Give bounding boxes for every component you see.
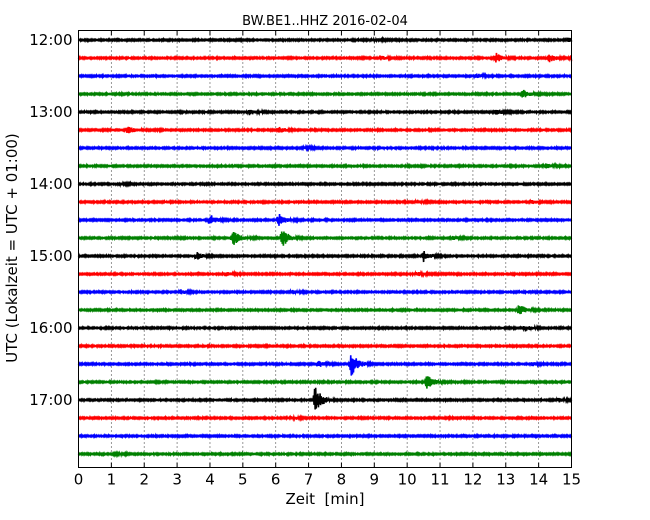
x-tick-label-8: 8 [337, 471, 347, 489]
y-tick-label-1: 13:00 [29, 103, 72, 121]
plot-frame [78, 30, 572, 468]
trace-2 [77, 71, 573, 80]
x-tick-label-12: 12 [463, 471, 482, 489]
trace-17 [77, 342, 573, 350]
x-tick-label-14: 14 [529, 471, 548, 489]
trace-0 [77, 35, 573, 44]
trace-5 [77, 126, 573, 134]
x-tick-label-4: 4 [205, 471, 215, 489]
y-tick-label-5: 17:00 [29, 391, 72, 409]
trace-15 [77, 305, 573, 315]
trace-3 [77, 89, 573, 98]
trace-1 [77, 52, 573, 63]
trace-16 [77, 323, 573, 333]
x-tick-label-6: 6 [271, 471, 281, 489]
x-tick-label-7: 7 [304, 471, 314, 489]
x-tick-label-11: 11 [430, 471, 449, 489]
trace-6 [77, 143, 573, 153]
trace-18 [77, 355, 573, 376]
grid-lines [110, 30, 540, 468]
x-tick-label-13: 13 [496, 471, 515, 489]
y-tick-label-2: 14:00 [29, 175, 72, 193]
x-tick-label-1: 1 [107, 471, 117, 489]
trace-8 [77, 180, 573, 188]
y-tick-label-3: 15:00 [29, 247, 72, 265]
trace-22 [77, 432, 573, 440]
trace-11 [77, 231, 573, 246]
trace-13 [77, 269, 573, 279]
x-tick-label-10: 10 [398, 471, 417, 489]
x-axis-label: Zeit [min] [285, 490, 364, 508]
x-tick-label-5: 5 [238, 471, 248, 489]
x-tick-label-2: 2 [139, 471, 149, 489]
trace-20 [77, 387, 573, 410]
x-tick-label-3: 3 [172, 471, 182, 489]
trace-14 [77, 287, 573, 296]
traces [77, 35, 573, 459]
y-axis-label: UTC (Lokalzeit = UTC + 01:00) [3, 133, 21, 363]
trace-19 [77, 376, 573, 389]
trace-23 [77, 450, 573, 459]
chart-title: BW.BE1..HHZ 2016-02-04 [242, 14, 408, 29]
x-tick-label-15: 15 [562, 471, 581, 489]
x-tick-label-9: 9 [370, 471, 380, 489]
x-tick-label-0: 0 [74, 471, 84, 489]
trace-12 [77, 251, 573, 263]
y-tick-label-4: 16:00 [29, 319, 72, 337]
trace-9 [77, 197, 573, 206]
trace-4 [77, 108, 573, 117]
trace-7 [77, 161, 573, 170]
trace-21 [77, 413, 573, 423]
axis-ticks: 0 1 2 3 4 5 6 7 8 9 10 11 12 13 14 1512:0013:0014:0015:… [29, 30, 581, 489]
trace-10 [77, 213, 573, 226]
y-tick-label-0: 12:00 [29, 31, 72, 49]
